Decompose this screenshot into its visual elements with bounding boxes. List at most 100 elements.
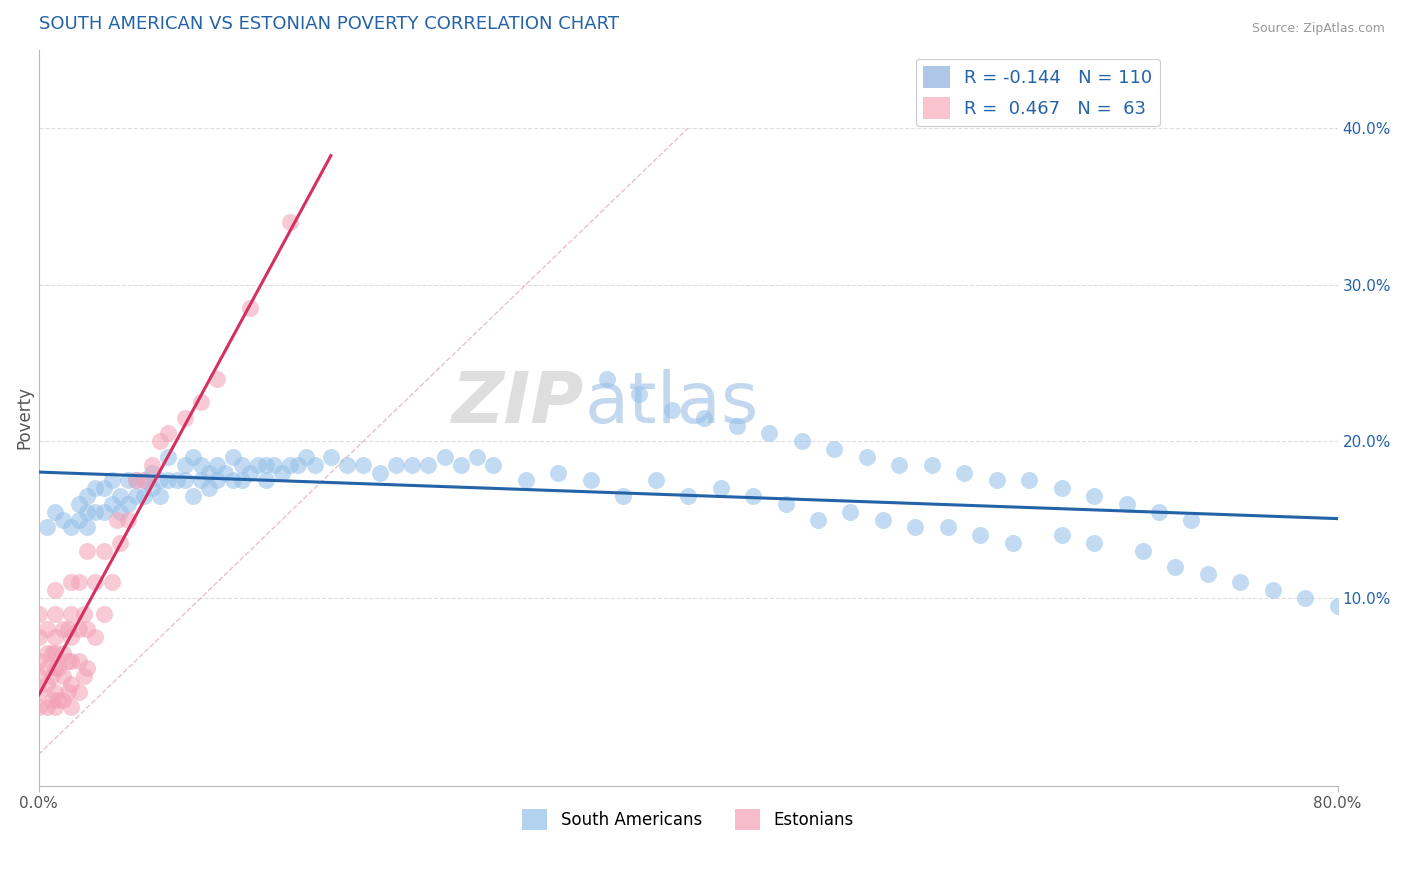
Point — [27, 700, 49, 714]
Point — [73, 607, 96, 621]
Point — [44, 685, 66, 699]
Point — [1147, 505, 1170, 519]
Point — [41, 646, 63, 660]
Point — [271, 466, 294, 480]
Point — [44, 700, 66, 714]
Point — [969, 528, 991, 542]
Point — [368, 466, 391, 480]
Point — [385, 458, 408, 472]
Point — [1261, 582, 1284, 597]
Point — [693, 410, 716, 425]
Point — [214, 466, 236, 480]
Point — [205, 474, 228, 488]
Point — [84, 630, 107, 644]
Point — [108, 505, 131, 519]
Point — [263, 458, 285, 472]
Point — [644, 474, 666, 488]
Point — [132, 474, 155, 488]
Point — [60, 520, 83, 534]
Point — [93, 607, 115, 621]
Point — [46, 692, 69, 706]
Point — [921, 458, 943, 472]
Point — [190, 474, 212, 488]
Point — [35, 700, 58, 714]
Point — [149, 474, 172, 488]
Point — [295, 450, 318, 464]
Point — [1115, 497, 1137, 511]
Point — [56, 622, 79, 636]
Point — [93, 481, 115, 495]
Point — [953, 466, 976, 480]
Point — [67, 622, 90, 636]
Text: atlas: atlas — [583, 368, 759, 438]
Point — [44, 582, 66, 597]
Point — [52, 513, 75, 527]
Point — [56, 653, 79, 667]
Point — [35, 622, 58, 636]
Y-axis label: Poverty: Poverty — [15, 386, 32, 450]
Point — [44, 607, 66, 621]
Point — [157, 426, 180, 441]
Point — [67, 653, 90, 667]
Point — [190, 458, 212, 472]
Point — [76, 622, 98, 636]
Point — [239, 466, 262, 480]
Point — [141, 466, 163, 480]
Point — [35, 646, 58, 660]
Point — [52, 646, 75, 660]
Point — [105, 513, 128, 527]
Point — [84, 505, 107, 519]
Point — [60, 607, 83, 621]
Point — [1132, 544, 1154, 558]
Point — [125, 474, 148, 488]
Point — [100, 497, 122, 511]
Point — [100, 474, 122, 488]
Point — [661, 403, 683, 417]
Text: ZIP: ZIP — [451, 368, 583, 438]
Point — [93, 505, 115, 519]
Point — [44, 646, 66, 660]
Point — [173, 458, 195, 472]
Point — [41, 669, 63, 683]
Point — [278, 458, 301, 472]
Point — [352, 458, 374, 472]
Point — [27, 630, 49, 644]
Point — [27, 669, 49, 683]
Point — [287, 458, 309, 472]
Point — [76, 661, 98, 675]
Point — [205, 372, 228, 386]
Point — [936, 520, 959, 534]
Point — [231, 474, 253, 488]
Point — [823, 442, 845, 457]
Point — [775, 497, 797, 511]
Point — [35, 677, 58, 691]
Point — [807, 513, 830, 527]
Text: SOUTH AMERICAN VS ESTONIAN POVERTY CORRELATION CHART: SOUTH AMERICAN VS ESTONIAN POVERTY CORRE… — [38, 15, 619, 33]
Point — [1083, 489, 1105, 503]
Point — [198, 481, 221, 495]
Point — [246, 458, 269, 472]
Point — [41, 692, 63, 706]
Point — [157, 450, 180, 464]
Point — [35, 520, 58, 534]
Point — [117, 497, 139, 511]
Point — [149, 489, 172, 503]
Point — [222, 474, 245, 488]
Point — [190, 395, 212, 409]
Point — [60, 653, 83, 667]
Point — [612, 489, 634, 503]
Point — [482, 458, 505, 472]
Point — [60, 677, 83, 691]
Point — [108, 536, 131, 550]
Point — [222, 450, 245, 464]
Point — [46, 661, 69, 675]
Point — [725, 418, 748, 433]
Point — [125, 489, 148, 503]
Point — [872, 513, 894, 527]
Point — [709, 481, 731, 495]
Point — [35, 661, 58, 675]
Point — [889, 458, 911, 472]
Point — [579, 474, 602, 488]
Point — [547, 466, 569, 480]
Point — [100, 575, 122, 590]
